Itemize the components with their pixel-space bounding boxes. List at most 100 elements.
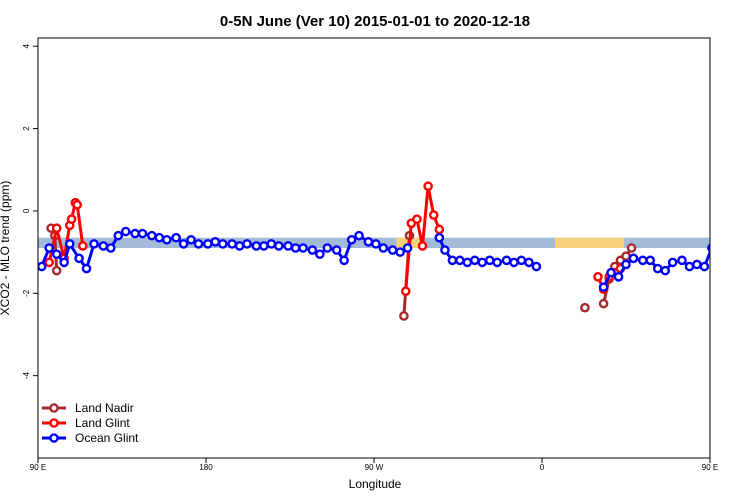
ocean-glint-point [387, 245, 398, 255]
land-glint-point [434, 224, 445, 235]
ocean-glint-point [307, 245, 318, 255]
land-glint-point [412, 214, 422, 224]
ocean-glint-point [120, 226, 131, 237]
x-axis-label: Longitude [349, 477, 402, 491]
axis-layer: 90 E 180 90 W 0 90 E -4 -2 0 2 4 [22, 43, 718, 472]
ocean-glint-point [251, 241, 262, 251]
ocean-glint-point [161, 234, 172, 245]
land-nadir-point [598, 298, 609, 309]
land-glint-point [44, 257, 55, 268]
ocean-glint-point [315, 249, 325, 259]
ocean-glint-point [628, 253, 639, 264]
legend-marker-land-glint [49, 418, 59, 428]
land-nadir-point [626, 243, 637, 253]
ocean-glint-point [217, 239, 228, 249]
ocean-glint-point [395, 247, 405, 257]
land-glint-point [400, 286, 411, 297]
ocean-glint-point [113, 230, 124, 241]
series-layer [38, 181, 710, 321]
legend-label-land-glint: Land Glint [75, 416, 130, 430]
legend-marker-land-nadir [49, 403, 59, 413]
x-tick-label: 90 W [365, 463, 384, 472]
ocean-glint-point [186, 234, 196, 245]
ocean-glint-point [298, 243, 308, 253]
ocean-glint-point [402, 243, 413, 253]
ocean-glint-point [684, 261, 695, 272]
ocean-glint-point [492, 257, 503, 268]
x-tick-label: 90 E [702, 463, 718, 472]
ocean-glint-point [692, 259, 702, 270]
ocean-glint-point [447, 255, 458, 266]
ocean-glint-point [242, 239, 252, 249]
ocean-glint-point [130, 228, 140, 239]
ocean-glint-point [501, 255, 512, 266]
legend-label-land-nadir: Land Nadir [75, 401, 134, 415]
ocean-glint-point [621, 259, 631, 270]
ocean-glint-point [434, 232, 445, 243]
ocean-glint-point [469, 255, 480, 266]
ocean-glint-point [283, 241, 293, 251]
ocean-glint-point [259, 241, 269, 251]
ocean-glint-point [652, 263, 663, 274]
ocean-glint-point [524, 257, 534, 268]
y-tick-label: 4 [22, 43, 31, 48]
y-tick-label: -4 [22, 372, 31, 380]
y-tick-label: -2 [22, 289, 31, 297]
ocean-glint-point [81, 263, 92, 274]
land-glint-point [423, 181, 433, 192]
legend-marker-ocean-glint [49, 433, 59, 443]
y-tick-label: 0 [22, 208, 31, 213]
ocean-glint-point [645, 255, 656, 266]
ocean-glint-point [89, 239, 99, 249]
land-glint-point [417, 241, 428, 251]
ocean-glint-point [484, 255, 495, 266]
land-glint-point [72, 199, 82, 210]
land-glint-point [428, 210, 439, 220]
ocean-glint-point [477, 257, 488, 268]
ocean-glint-point [354, 230, 364, 241]
ocean-glint-point [51, 249, 62, 259]
land-glint-point [51, 223, 62, 234]
ocean-glint-point [234, 241, 245, 251]
ocean-glint-point [210, 237, 221, 247]
land-nadir-point [580, 302, 590, 313]
ocean-glint-point [516, 255, 527, 266]
ocean-glint-point [378, 243, 389, 253]
ocean-glint-point [346, 234, 357, 245]
ocean-glint-point [74, 253, 84, 264]
ocean-glint-point [699, 261, 710, 272]
land-glint-point [78, 241, 88, 251]
x-tick-label: 90 E [30, 463, 46, 472]
ocean-glint-point [154, 232, 165, 243]
ocean-glint-point [363, 237, 374, 247]
band-highlight [555, 237, 625, 248]
ocean-glint-point [331, 245, 342, 255]
ocean-glint-point [178, 239, 189, 249]
x-tick-label: 180 [199, 463, 213, 472]
ocean-glint-point [59, 257, 69, 268]
x-tick-label: 0 [540, 463, 545, 472]
ocean-glint-point [44, 243, 55, 253]
y-tick-label: 2 [22, 126, 31, 131]
ocean-glint-point [106, 243, 116, 253]
ocean-glint-point [203, 239, 213, 249]
ocean-glint-point [98, 241, 109, 251]
ocean-glint-point [606, 267, 616, 278]
ocean-glint-point [227, 239, 237, 249]
ocean-glint-point [64, 239, 75, 249]
ocean-glint-point [613, 272, 624, 282]
chart-title: 0-5N June (Ver 10) 2015-01-01 to 2020-12… [220, 13, 530, 30]
ocean-glint-point [339, 255, 349, 266]
ocean-glint-point [322, 243, 333, 253]
ocean-glint-point [455, 255, 465, 266]
ocean-glint-point [440, 245, 450, 255]
ocean-glint-point [531, 261, 542, 272]
ocean-glint-point [509, 257, 519, 268]
ocean-glint-point [137, 228, 148, 239]
land-nadir-point [621, 251, 631, 262]
ocean-glint-point [667, 257, 678, 268]
